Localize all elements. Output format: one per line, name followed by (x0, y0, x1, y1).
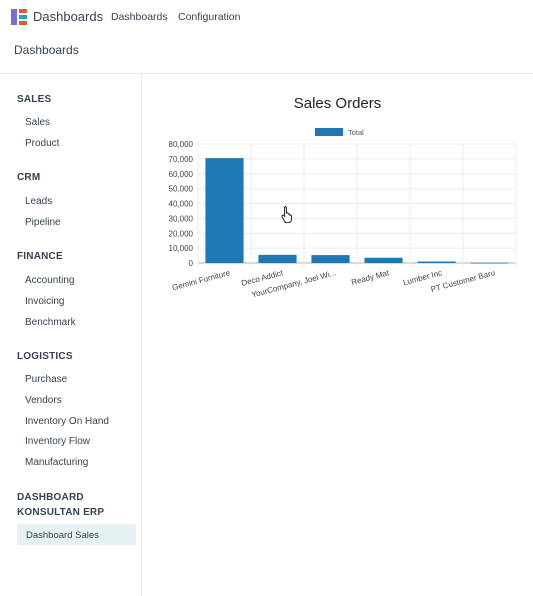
sidebar-item-dashboard-sales[interactable]: Dashboard Sales (17, 524, 136, 545)
top-navbar: Dashboards Dashboards Configuration (0, 0, 533, 34)
breadcrumb: Dashboards (14, 43, 79, 57)
bar-4 (417, 261, 456, 263)
section-title-finance: FINANCE (17, 251, 63, 262)
sidebar-item-sales[interactable]: Sales (25, 117, 51, 128)
sidebar-item-product[interactable]: Product (25, 138, 60, 149)
sales-orders-chart: Total 0 10,000 20,000 30,000 40,000 50,000 60,0… (169, 128, 517, 299)
section-title-dashboard-konsultan-erp: DASHBOARD KONSULTAN ERP (17, 492, 105, 518)
y-tick-label: 0 (189, 259, 194, 268)
sidebar-item-purchase[interactable]: Purchase (25, 374, 68, 385)
legend-label[interactable]: Total (348, 128, 364, 137)
hand-cursor-icon (281, 206, 292, 223)
y-tick-label: 20,000 (169, 229, 194, 238)
chart-legend: Total (315, 128, 364, 137)
sidebar-item-pipeline[interactable]: Pipeline (25, 217, 61, 228)
bar-5 (470, 262, 509, 264)
y-tick-label: 50,000 (169, 185, 194, 194)
sidebar-item-inventory-on-hand[interactable]: Inventory On Hand (25, 416, 109, 427)
bar-1 (258, 254, 297, 263)
sidebar (0, 74, 142, 596)
bar-3 (364, 257, 403, 263)
header-divider (0, 73, 533, 74)
legend-swatch (315, 128, 343, 136)
y-tick-label: 30,000 (169, 214, 194, 223)
bar-2 (311, 255, 350, 263)
sidebar-item-leads[interactable]: Leads (25, 196, 53, 207)
y-tick-label: 40,000 (169, 200, 194, 209)
y-tick-label: 10,000 (169, 244, 194, 253)
bar-0 (205, 158, 244, 263)
menu-configuration[interactable]: Configuration (178, 11, 241, 23)
x-tick-label: Ready Mat (350, 268, 390, 287)
section-title-sales: SALES (17, 94, 52, 105)
sidebar-item-vendors[interactable]: Vendors (25, 395, 62, 406)
sidebar-item-label: Dashboard Sales (26, 530, 99, 541)
y-tick-label: 80,000 (169, 140, 194, 149)
sidebar-item-accounting[interactable]: Accounting (25, 275, 75, 286)
section-title-logistics: LOGISTICS (17, 351, 73, 362)
sidebar-item-benchmark[interactable]: Benchmark (25, 317, 76, 328)
sidebar-item-manufacturing[interactable]: Manufacturing (25, 457, 89, 468)
sidebar-item-invoicing[interactable]: Invoicing (25, 296, 65, 307)
dashboards-app-icon[interactable] (11, 9, 27, 25)
chart-title: Sales Orders (293, 95, 382, 112)
section-title-crm: CRM (17, 172, 41, 183)
app-brand[interactable]: Dashboards (33, 9, 104, 24)
sidebar-item-inventory-flow[interactable]: Inventory Flow (25, 436, 91, 447)
menu-dashboards[interactable]: Dashboards (111, 11, 168, 23)
y-tick-label: 70,000 (169, 155, 194, 164)
x-tick-label: Gemini Furniture (171, 268, 231, 292)
y-tick-label: 60,000 (169, 170, 194, 179)
